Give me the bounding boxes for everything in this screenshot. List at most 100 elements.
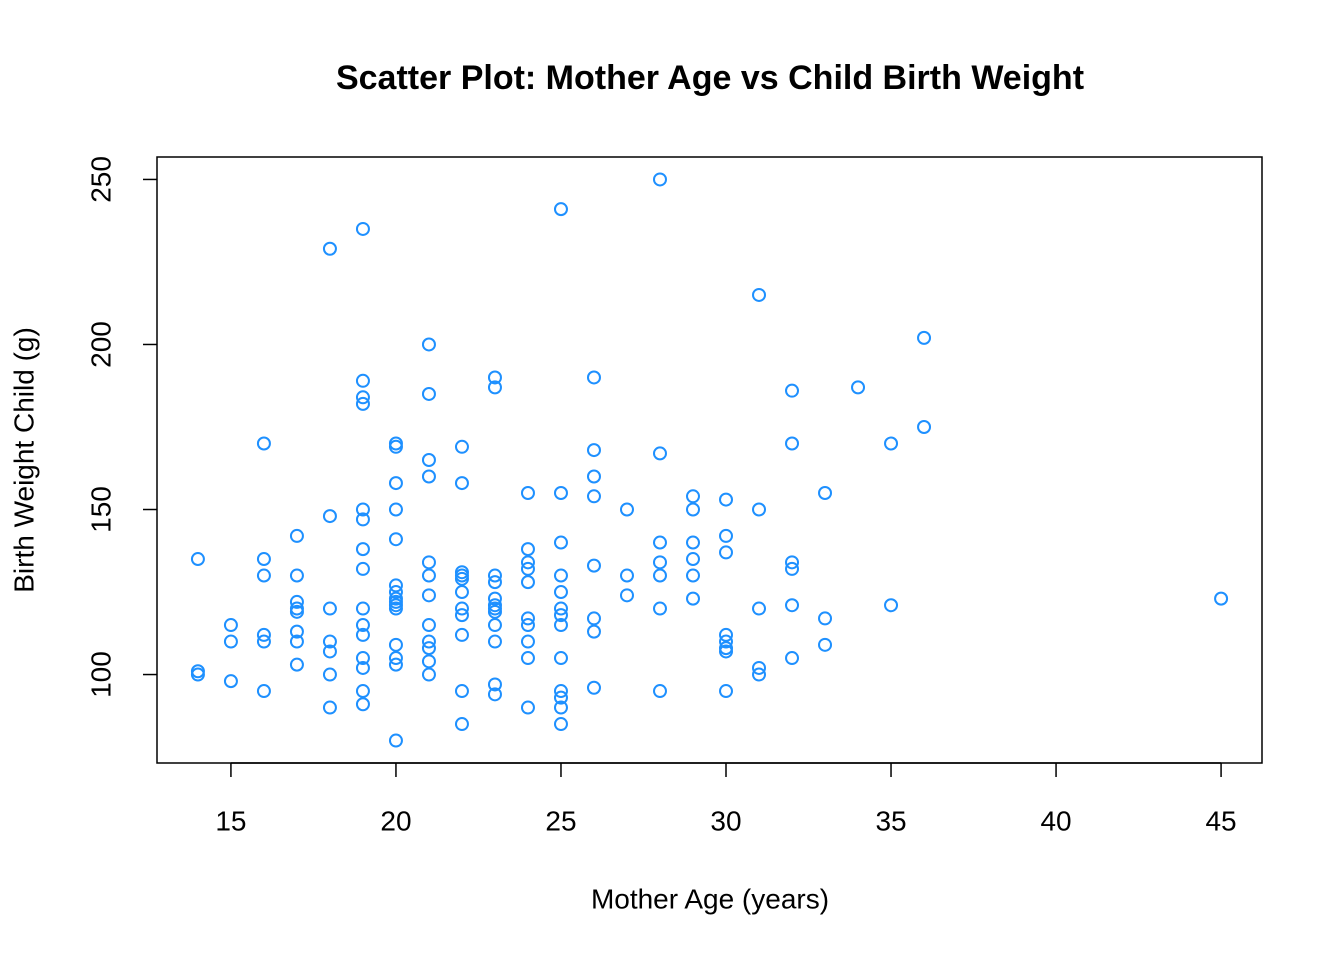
point [421,469,436,484]
point [256,627,271,642]
point [917,330,932,345]
point [785,555,800,570]
point [190,667,205,682]
y-tick-label: 250 [85,156,116,203]
point [355,396,370,411]
point [586,443,601,458]
point [487,634,502,649]
point [289,634,304,649]
point [388,651,403,666]
point [652,601,667,616]
point [818,611,833,626]
point [487,618,502,633]
point [917,419,932,434]
point [553,486,568,501]
point [355,618,370,633]
point [553,690,568,705]
point [388,585,403,600]
point [388,532,403,547]
point [685,489,700,504]
point [487,575,502,590]
point [685,568,700,583]
point [256,634,271,649]
point [586,624,601,639]
point [719,545,734,560]
point [355,561,370,576]
point [355,373,370,388]
point [355,660,370,675]
point [520,634,535,649]
point [388,601,403,616]
point [355,651,370,666]
point [322,634,337,649]
point [785,383,800,398]
point [322,601,337,616]
point [553,608,568,623]
point [785,651,800,666]
point [256,436,271,451]
point [421,386,436,401]
point [752,502,767,517]
point [421,588,436,603]
point [520,618,535,633]
point [454,717,469,732]
point [223,674,238,689]
point [553,684,568,699]
point [785,561,800,576]
point [785,598,800,613]
point [388,733,403,748]
point [553,618,568,633]
point [421,654,436,669]
point [520,486,535,501]
point [586,611,601,626]
point [421,568,436,583]
point [586,489,601,504]
chart-title: Scatter Plot: Mother Age vs Child Birth … [336,59,1084,97]
point [553,202,568,217]
point [355,697,370,712]
y-tick-label: 150 [85,486,116,533]
point [454,684,469,699]
point [487,687,502,702]
point [719,492,734,507]
point [322,509,337,524]
point [818,486,833,501]
point [388,439,403,454]
point [421,453,436,467]
point [454,627,469,642]
point [421,618,436,633]
point [685,552,700,567]
point [487,380,502,395]
point [388,578,403,593]
point [553,651,568,666]
point [553,700,568,715]
point [454,439,469,454]
point [223,634,238,649]
point [289,528,304,543]
point [553,601,568,616]
point [487,604,502,619]
point [421,337,436,352]
point [289,657,304,672]
point [719,684,734,699]
point [388,476,403,491]
point [719,634,734,649]
point [487,591,502,606]
point [719,528,734,543]
x-tick-label: 40 [1040,805,1071,836]
point [388,657,403,672]
point [884,598,899,613]
y-tick-label: 200 [85,321,116,368]
point [322,644,337,659]
point [652,535,667,550]
point [454,571,469,586]
point [586,469,601,484]
point [355,601,370,616]
point [752,601,767,616]
x-axis-label: Mother Age (years) [591,883,829,914]
point [520,561,535,576]
x-tick-label: 15 [215,805,246,836]
point [487,677,502,692]
point [520,611,535,626]
